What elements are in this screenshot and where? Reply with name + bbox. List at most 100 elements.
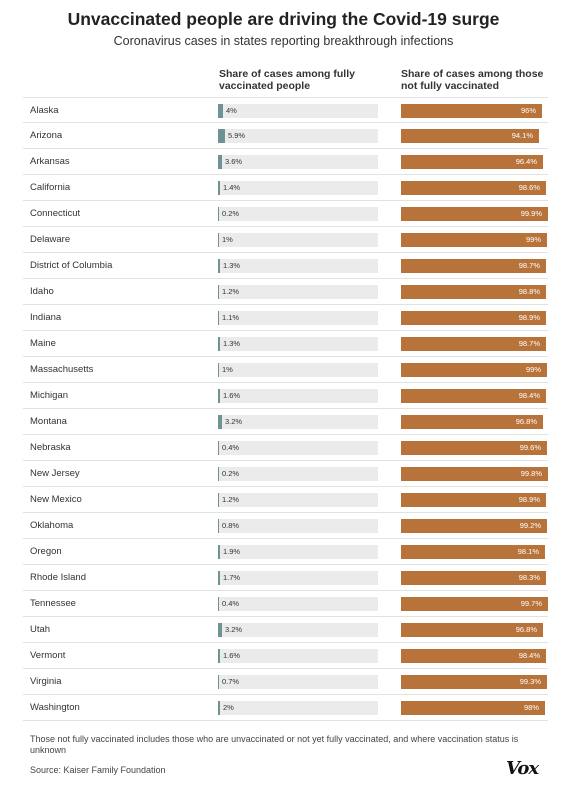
not-vaccinated-value-label: 99.8% [520, 469, 542, 478]
state-label: Alaska [30, 105, 59, 116]
state-label: Oklahoma [30, 520, 74, 531]
vaccinated-value-label: 1.3% [223, 261, 241, 270]
state-label: Montana [30, 416, 67, 427]
vaccinated-bar-track: 0.7% [218, 675, 378, 689]
not-vaccinated-value-label: 99.6% [519, 443, 541, 452]
vaccinated-bar [218, 129, 225, 143]
chart-row: Rhode Island 1.7% 98.3% [23, 565, 548, 591]
not-vaccinated-value-label: 98.6% [518, 183, 540, 192]
vaccinated-bar-track: 1.6% [218, 649, 378, 663]
not-vaccinated-bar: 98.4% [401, 389, 546, 403]
vaccinated-bar-track: 2% [218, 701, 378, 715]
not-vaccinated-value-label: 96.4% [515, 157, 537, 166]
state-label: Delaware [30, 234, 71, 245]
chart-row: New Mexico 1.2% 98.9% [23, 487, 548, 513]
vaccinated-bar-track: 0.2% [218, 207, 378, 221]
vaccinated-bar [218, 363, 219, 377]
vaccinated-bar-track: 1.3% [218, 337, 378, 351]
not-vaccinated-bar: 98.7% [401, 337, 546, 351]
vaccinated-bar [218, 701, 220, 715]
vaccinated-bar [218, 441, 219, 455]
chart-row: Oklahoma 0.8% 99.2% [23, 513, 548, 539]
not-vaccinated-bar: 99.9% [401, 207, 548, 221]
vaccinated-value-label: 0.4% [222, 443, 240, 452]
vaccinated-bar-track: 3.2% [218, 623, 378, 637]
state-label: Vermont [30, 650, 66, 661]
not-vaccinated-bar: 99.7% [401, 597, 548, 611]
state-label: Virginia [30, 676, 62, 687]
vaccinated-bar [218, 389, 220, 403]
not-vaccinated-bar: 99% [401, 233, 547, 247]
not-vaccinated-bar: 96.8% [401, 415, 543, 429]
chart-row: Michigan 1.6% 98.4% [23, 383, 548, 409]
state-label: Oregon [30, 546, 62, 557]
vaccinated-bar [218, 259, 220, 273]
chart-row: Washington 2% 98% [23, 695, 548, 721]
chart-row: Maine 1.3% 98.7% [23, 331, 548, 357]
not-vaccinated-bar: 98% [401, 701, 545, 715]
vaccinated-value-label: 0.8% [222, 521, 240, 530]
vaccinated-bar [218, 571, 220, 585]
not-vaccinated-bar: 98.8% [401, 285, 546, 299]
chart-row: District of Columbia 1.3% 98.7% [23, 253, 548, 279]
not-vaccinated-value-label: 98.3% [518, 573, 540, 582]
not-vaccinated-value-label: 98.4% [518, 391, 540, 400]
not-vaccinated-value-label: 98.4% [518, 651, 540, 660]
vaccinated-bar-track: 1% [218, 363, 378, 377]
vaccinated-bar [218, 155, 222, 169]
chart-row: Arizona 5.9% 94.1% [23, 123, 548, 149]
vaccinated-bar [218, 207, 219, 221]
vaccinated-value-label: 0.7% [222, 677, 240, 686]
vaccinated-bar-track: 1% [218, 233, 378, 247]
chart-row: California 1.4% 98.6% [23, 175, 548, 201]
vaccinated-value-label: 1.1% [222, 313, 240, 322]
chart-row: Nebraska 0.4% 99.6% [23, 435, 548, 461]
not-vaccinated-bar: 98.1% [401, 545, 545, 559]
vaccinated-value-label: 0.4% [222, 599, 240, 608]
not-vaccinated-bar: 99.6% [401, 441, 547, 455]
not-vaccinated-value-label: 99.7% [520, 599, 542, 608]
not-vaccinated-bar: 99.3% [401, 675, 547, 689]
not-vaccinated-bar: 99% [401, 363, 547, 377]
vaccinated-value-label: 3.6% [225, 157, 243, 166]
state-label: Utah [30, 624, 51, 635]
not-vaccinated-bar: 96.8% [401, 623, 543, 637]
vaccinated-bar [218, 649, 220, 663]
vaccinated-bar [218, 467, 219, 481]
vaccinated-value-label: 1.6% [223, 651, 241, 660]
vaccinated-value-label: 4% [226, 106, 237, 115]
column-header-not-vaccinated: Share of cases among those not fully vac… [401, 68, 544, 92]
not-vaccinated-bar: 99.8% [401, 467, 548, 481]
vaccinated-value-label: 2% [223, 703, 234, 712]
chart-row: Utah 3.2% 96.8% [23, 617, 548, 643]
chart-row: Arkansas 3.6% 96.4% [23, 149, 548, 175]
state-label: District of Columbia [30, 260, 113, 271]
state-label: California [30, 182, 71, 193]
vaccinated-bar [218, 104, 223, 118]
vaccinated-value-label: 0.2% [222, 209, 240, 218]
vaccinated-value-label: 1.2% [222, 495, 240, 504]
vaccinated-bar [218, 519, 219, 533]
chart-row: New Jersey 0.2% 99.8% [23, 461, 548, 487]
vaccinated-value-label: 1.2% [222, 287, 240, 296]
vaccinated-bar-track: 1.6% [218, 389, 378, 403]
state-label: Nebraska [30, 442, 71, 453]
state-label: Idaho [30, 286, 54, 297]
not-vaccinated-bar: 96% [401, 104, 542, 118]
not-vaccinated-value-label: 96% [520, 106, 536, 115]
not-vaccinated-bar: 99.2% [401, 519, 547, 533]
vaccinated-value-label: 1% [222, 235, 233, 244]
vaccinated-bar-track: 1.7% [218, 571, 378, 585]
chart-row: Oregon 1.9% 98.1% [23, 539, 548, 565]
chart-row: Massachusetts 1% 99% [23, 357, 548, 383]
not-vaccinated-value-label: 98.9% [518, 313, 540, 322]
not-vaccinated-value-label: 98.7% [518, 261, 540, 270]
state-label: Tennessee [30, 598, 76, 609]
vaccinated-bar-track: 1.2% [218, 493, 378, 507]
not-vaccinated-value-label: 99.2% [519, 521, 541, 530]
vaccinated-value-label: 3.2% [225, 625, 243, 634]
column-header-vaccinated: Share of cases among fully vaccinated pe… [219, 68, 355, 92]
chart-title: Unvaccinated people are driving the Covi… [67, 9, 500, 29]
state-label: Arkansas [30, 156, 70, 167]
not-vaccinated-bar: 98.6% [401, 181, 546, 195]
